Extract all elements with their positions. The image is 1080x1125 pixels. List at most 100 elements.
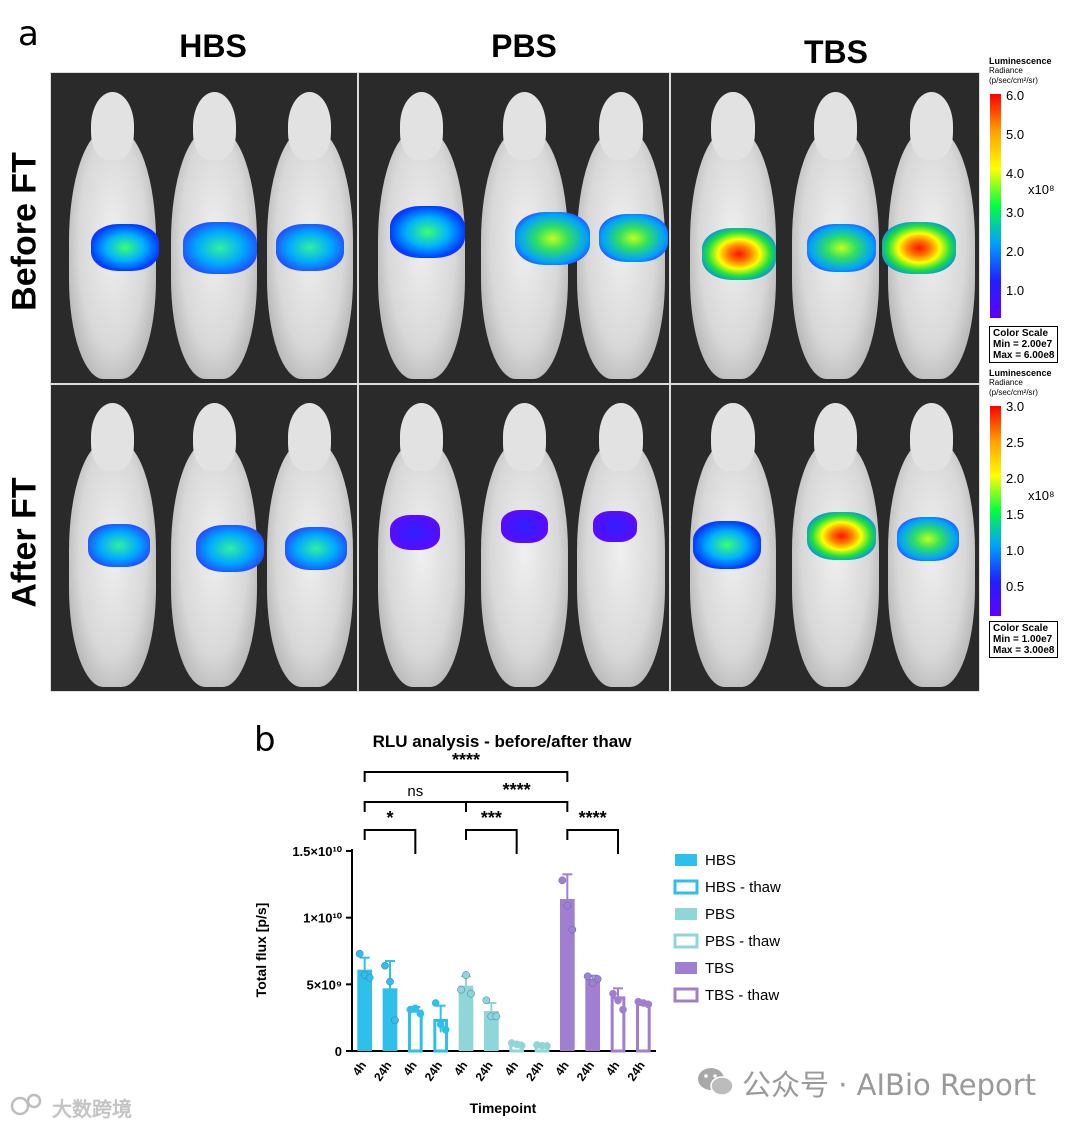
bar xyxy=(357,969,373,1051)
mouse-head xyxy=(288,91,332,161)
bioluminescence-signal xyxy=(599,214,668,263)
data-point xyxy=(593,975,602,983)
x-tick-label: 4h xyxy=(451,1059,471,1079)
data-point xyxy=(441,1025,450,1034)
scale-top-title: Luminescence xyxy=(989,56,1052,66)
x-tick-label: 24h xyxy=(422,1059,445,1084)
bar xyxy=(559,899,575,1051)
scale-tick-label: 2.0 xyxy=(1006,471,1025,486)
scale-tick-label: 6.0 xyxy=(1006,88,1025,103)
scale-top-colorbar xyxy=(990,94,1001,318)
scale-top-cs-min: Min = 2.00e7 xyxy=(993,339,1053,350)
data-point xyxy=(517,1041,526,1050)
scale-bottom-unit2: (p/sec/cm²/sr) xyxy=(989,388,1038,397)
mouse-head xyxy=(813,91,857,161)
scale-tick-label: 2.0 xyxy=(1006,244,1025,259)
scale-bottom-cs-title: Color Scale xyxy=(993,623,1049,634)
row-label-after-ft: After FT xyxy=(5,477,44,608)
mouse-head xyxy=(288,403,332,472)
bioluminescence-signal xyxy=(593,511,637,542)
mouse-head xyxy=(813,403,857,472)
data-point xyxy=(365,973,374,982)
bioluminescence-signal xyxy=(87,523,150,567)
scale-tick-label: 1.5 xyxy=(1006,507,1025,522)
watermark-logo-icon xyxy=(10,1092,50,1118)
column-header-tbs: TBS xyxy=(804,34,868,70)
scale-bottom-cs-min: Min = 1.00e7 xyxy=(993,634,1053,645)
scale-bottom-colorbar xyxy=(990,406,1001,616)
data-point xyxy=(619,1005,627,1014)
significance-label: **** xyxy=(503,780,531,800)
mouse-head xyxy=(192,403,236,472)
y-tick-label: 5×10⁹ xyxy=(307,977,342,992)
scale-top-unit2: (p/sec/cm²/sr) xyxy=(989,76,1038,85)
mouse-head xyxy=(399,91,444,161)
scale-tick-label: 1.0 xyxy=(1006,543,1025,558)
chart-legend: HBS HBS - thaw PBS PBS - thaw TBS TBS - thaw xyxy=(673,852,781,1004)
bioluminescence-signal xyxy=(195,524,264,572)
legend-label: PBS - thaw xyxy=(705,933,780,950)
bioluminescence-signal xyxy=(807,223,876,272)
bioluminescence-signal xyxy=(897,517,960,561)
legend-label: HBS xyxy=(705,852,736,869)
mouse-head xyxy=(192,91,236,161)
bioluminescence-signal xyxy=(515,212,590,265)
scale-tick-label: 4.0 xyxy=(1006,166,1025,181)
significance-bracket xyxy=(363,771,569,782)
scale-tick-label: 2.5 xyxy=(1006,435,1025,450)
bioluminescence-signal xyxy=(807,512,876,560)
scale-top-cs-max: Max = 6.00e8 xyxy=(993,350,1055,361)
significance-bracket xyxy=(363,829,417,854)
data-point xyxy=(462,971,470,979)
mouse-head xyxy=(502,91,547,161)
x-tick-label: 24h xyxy=(472,1059,495,1084)
mouse-head xyxy=(91,403,135,472)
imaging-photo xyxy=(358,384,670,692)
scale-tick-label: 3.0 xyxy=(1006,205,1025,220)
data-point xyxy=(411,1004,420,1013)
data-point xyxy=(391,1016,399,1025)
scale-bottom-color-scale-box: Color Scale Min = 1.00e7 Max = 3.00e8 xyxy=(989,621,1059,658)
scale-top-multiplier: x10⁸ xyxy=(1028,182,1055,197)
data-point xyxy=(381,961,389,970)
bar xyxy=(458,985,474,1051)
scale-tick-label: 1.0 xyxy=(1006,283,1025,298)
scale-bottom-title: Luminescence xyxy=(989,368,1052,378)
mouse-silhouette xyxy=(888,440,975,687)
significance-label: ns xyxy=(407,783,423,800)
mouse-head xyxy=(711,91,755,161)
bioluminescence-signal xyxy=(881,221,957,274)
legend-label: TBS xyxy=(705,960,734,977)
legend-label: PBS xyxy=(705,906,735,923)
y-tick-label: 1×10¹⁰ xyxy=(303,911,343,926)
legend-label: TBS - thaw xyxy=(705,987,779,1004)
mouse-head xyxy=(909,91,954,161)
scale-top-color-scale-box: Color Scale Min = 2.00e7 Max = 6.00e8 xyxy=(989,326,1059,363)
data-point xyxy=(482,996,491,1005)
row-label-before-ft: Before FT xyxy=(5,152,44,311)
imaging-photo xyxy=(358,72,670,384)
data-point xyxy=(492,1012,501,1021)
mouse-silhouette xyxy=(480,440,569,687)
mouse-head xyxy=(711,403,755,472)
significance-label: *** xyxy=(481,808,502,828)
legend-swatch xyxy=(673,933,699,949)
data-point xyxy=(583,972,592,981)
x-tick-label: 24h xyxy=(523,1059,546,1084)
mouse-head xyxy=(599,403,643,472)
column-header-pbs: PBS xyxy=(491,28,557,64)
bioluminescence-signal xyxy=(390,205,466,259)
x-tick-label: 24h xyxy=(371,1059,394,1084)
bioluminescence-signal xyxy=(390,515,441,551)
data-point xyxy=(588,979,597,987)
data-point xyxy=(436,1020,445,1029)
y-tick-label: 0 xyxy=(335,1044,342,1059)
mouse-silhouette xyxy=(377,440,466,687)
imaging-photo xyxy=(670,72,980,384)
data-point xyxy=(386,977,394,986)
data-point xyxy=(563,901,572,910)
scale-tick-label: 5.0 xyxy=(1006,127,1025,142)
imaging-photo xyxy=(670,384,980,692)
significance-bracket xyxy=(363,801,467,812)
